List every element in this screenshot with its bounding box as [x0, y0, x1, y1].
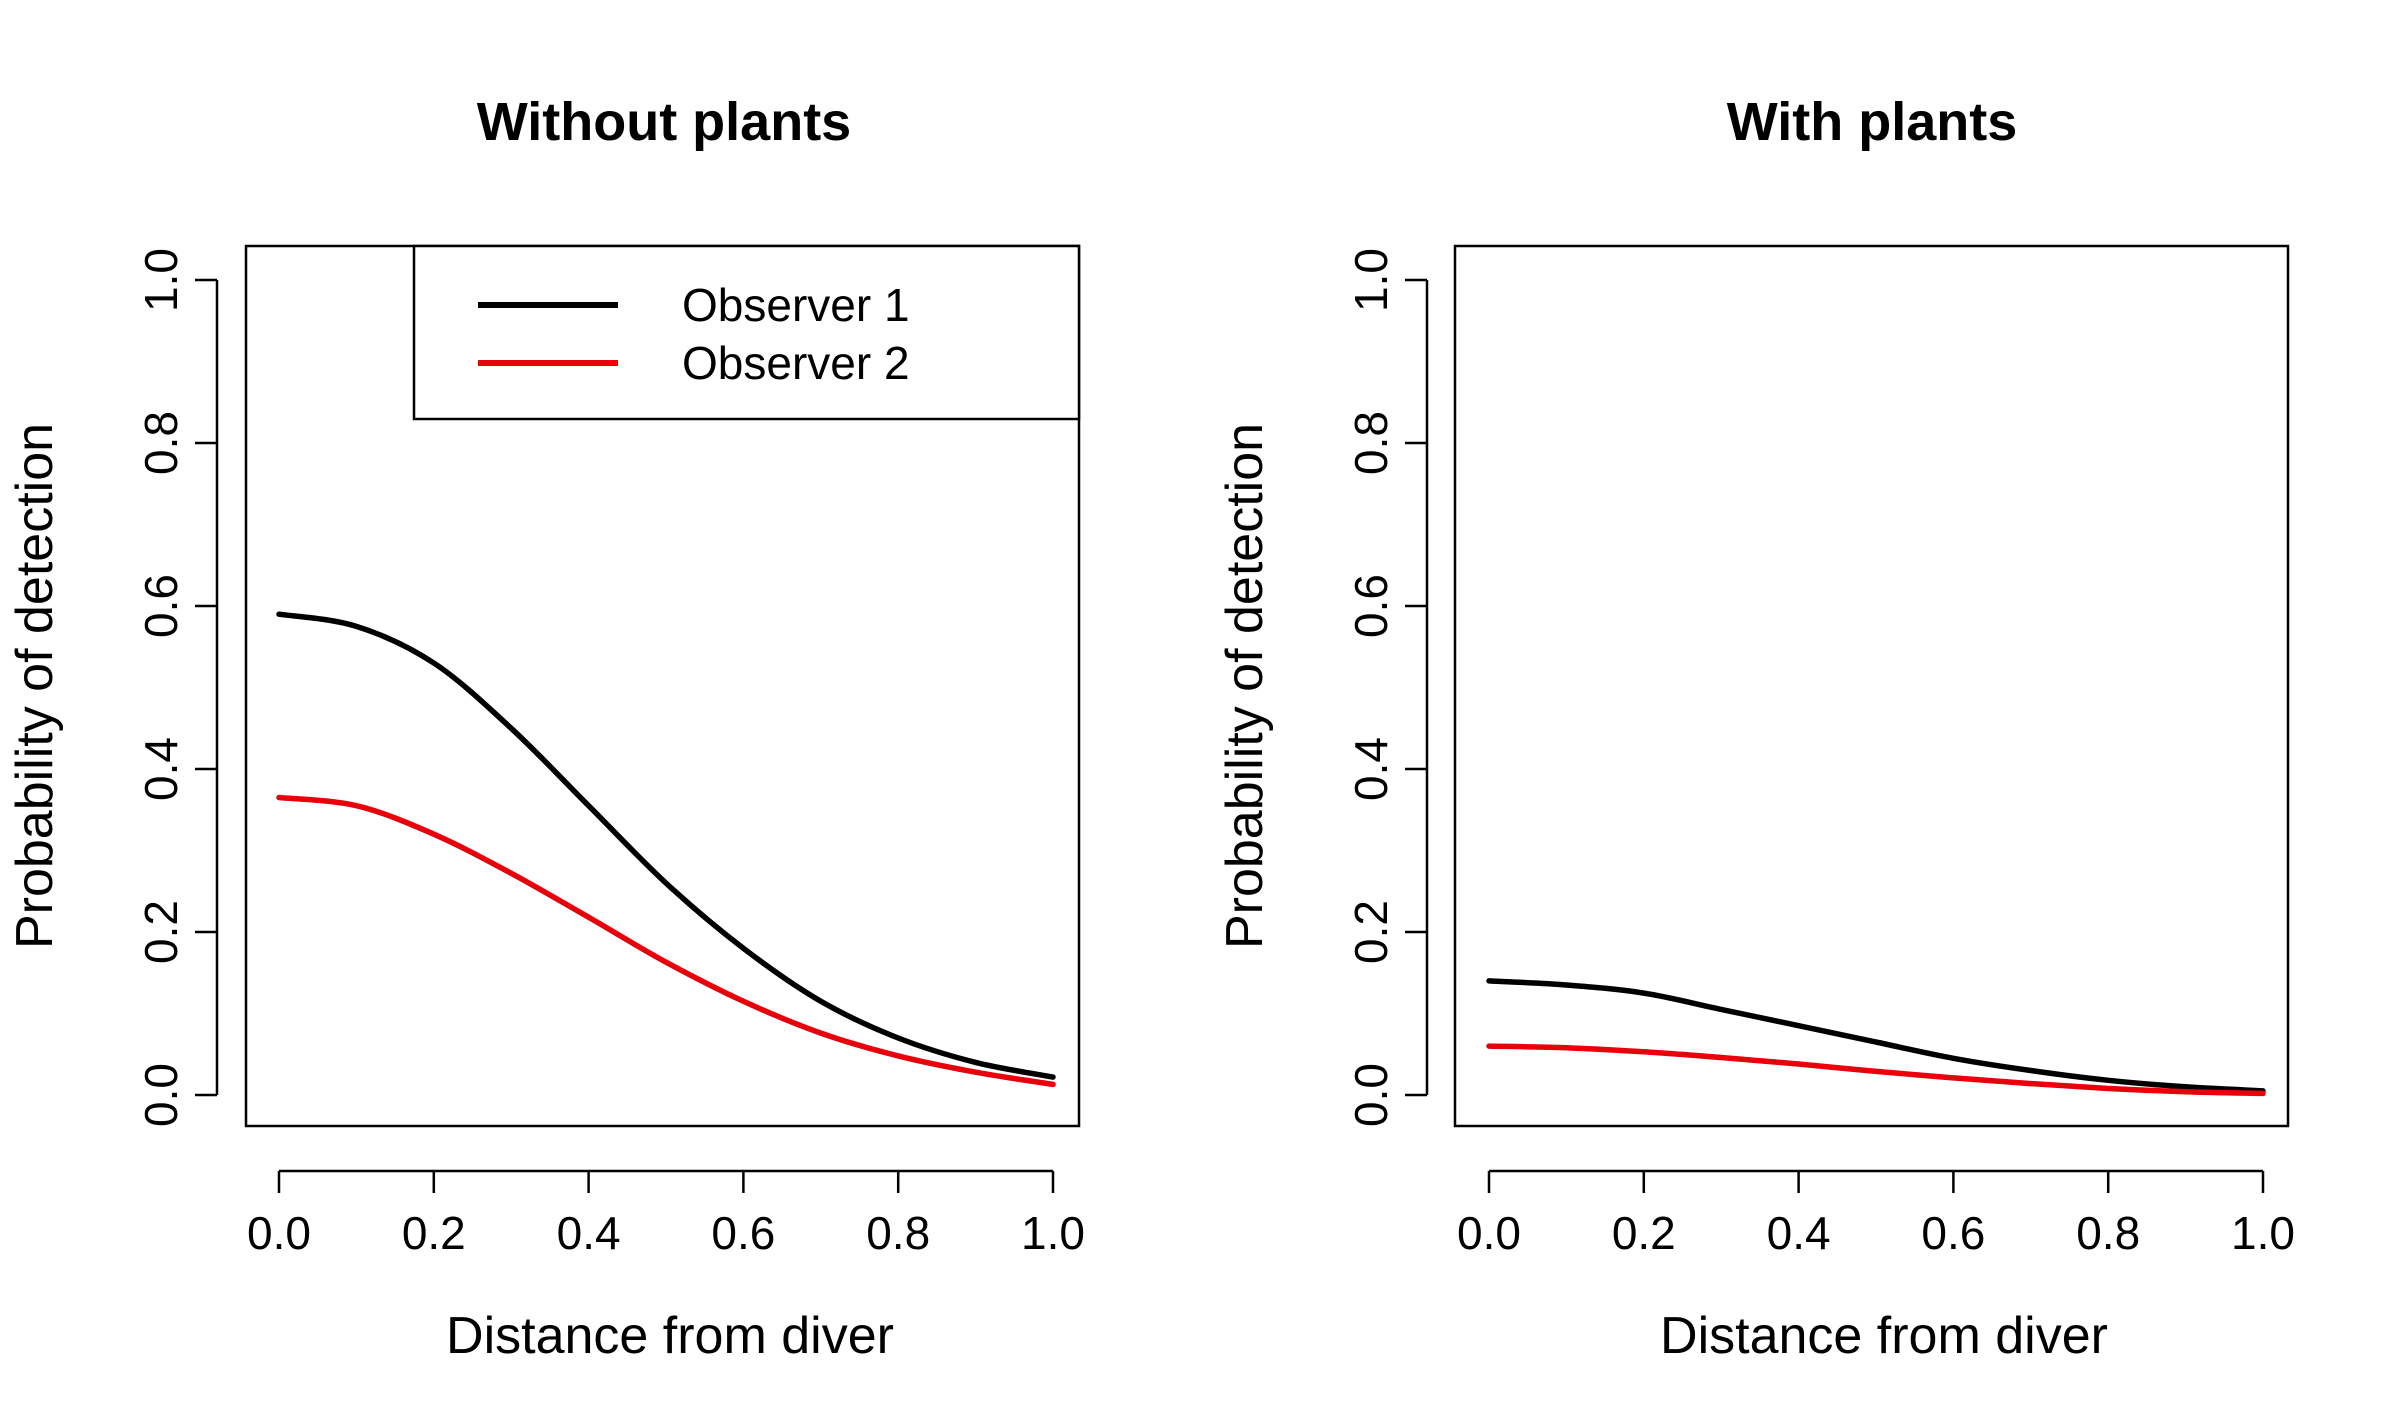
series-lines: [1486, 978, 2266, 1097]
y-tick-label: 0.4: [1345, 737, 1397, 801]
plot-frame: [1453, 244, 2290, 1128]
y-tick-label: 0.4: [135, 737, 187, 801]
legend-label-observer-1: Observer 1: [682, 279, 910, 331]
y-tick-label: 0.0: [135, 1063, 187, 1127]
legend-box: [412, 244, 1081, 421]
y-tick-label: 0.2: [135, 900, 187, 964]
y-tick-label: 1.0: [1345, 248, 1397, 312]
chart-title: With plants: [1727, 92, 2018, 152]
x-tick-label: 0.2: [402, 1207, 466, 1259]
x-tick-label: 0.2: [1612, 1207, 1676, 1259]
y-tick-label: 1.0: [135, 248, 187, 312]
legend-label-observer-2: Observer 2: [682, 337, 910, 389]
series-lines: [276, 611, 1056, 1088]
x-tick-label: 1.0: [1021, 1207, 1085, 1259]
x-tick-label: 1.0: [2231, 1207, 2295, 1259]
panel-with-plants: With plants 0.0 0.2 0.4 0.6 0.8 1.0 0.0 0.2 0.4…: [1216, 92, 2295, 1365]
x-axis-label: Distance from diver: [446, 1307, 894, 1365]
x-tick-label: 0.8: [866, 1207, 930, 1259]
x-tick-label: 0.0: [247, 1207, 311, 1259]
x-tick-label: 0.6: [711, 1207, 775, 1259]
y-axis: 0.0 0.2 0.4 0.6 0.8 1.0: [1345, 248, 1429, 1127]
y-axis: 0.0 0.2 0.4 0.6 0.8 1.0: [135, 248, 219, 1127]
y-axis-label: Probability of detection: [1216, 423, 1274, 949]
x-axis: 0.0 0.2 0.4 0.6 0.8 1.0: [247, 1169, 1085, 1259]
y-axis-label: Probability of detection: [6, 423, 64, 949]
x-tick-label: 0.4: [557, 1207, 621, 1259]
series-line-observer-2: [276, 794, 1056, 1088]
chart-title: Without plants: [477, 92, 851, 152]
y-tick-label: 0.0: [1345, 1063, 1397, 1127]
y-tick-label: 0.8: [135, 411, 187, 475]
series-line-observer-1: [276, 611, 1056, 1080]
x-tick-label: 0.0: [1457, 1207, 1521, 1259]
series-line-observer-2: [1486, 1043, 2266, 1097]
y-tick-label: 0.2: [1345, 900, 1397, 964]
x-axis-label: Distance from diver: [1660, 1307, 2108, 1365]
y-tick-label: 0.8: [1345, 411, 1397, 475]
y-tick-label: 0.6: [1345, 574, 1397, 638]
y-tick-label: 0.6: [135, 574, 187, 638]
panel-without-plants: Without plants 0.0 0.2 0.4 0.6 0.8 1.0 0.0 0.2…: [6, 92, 1085, 1365]
x-tick-label: 0.6: [1921, 1207, 1985, 1259]
series-line-observer-1: [1486, 978, 2266, 1094]
x-axis: 0.0 0.2 0.4 0.6 0.8 1.0: [1457, 1169, 2295, 1259]
legend: Observer 1 Observer 2: [412, 244, 1081, 421]
x-tick-label: 0.8: [2076, 1207, 2140, 1259]
x-tick-label: 0.4: [1767, 1207, 1831, 1259]
